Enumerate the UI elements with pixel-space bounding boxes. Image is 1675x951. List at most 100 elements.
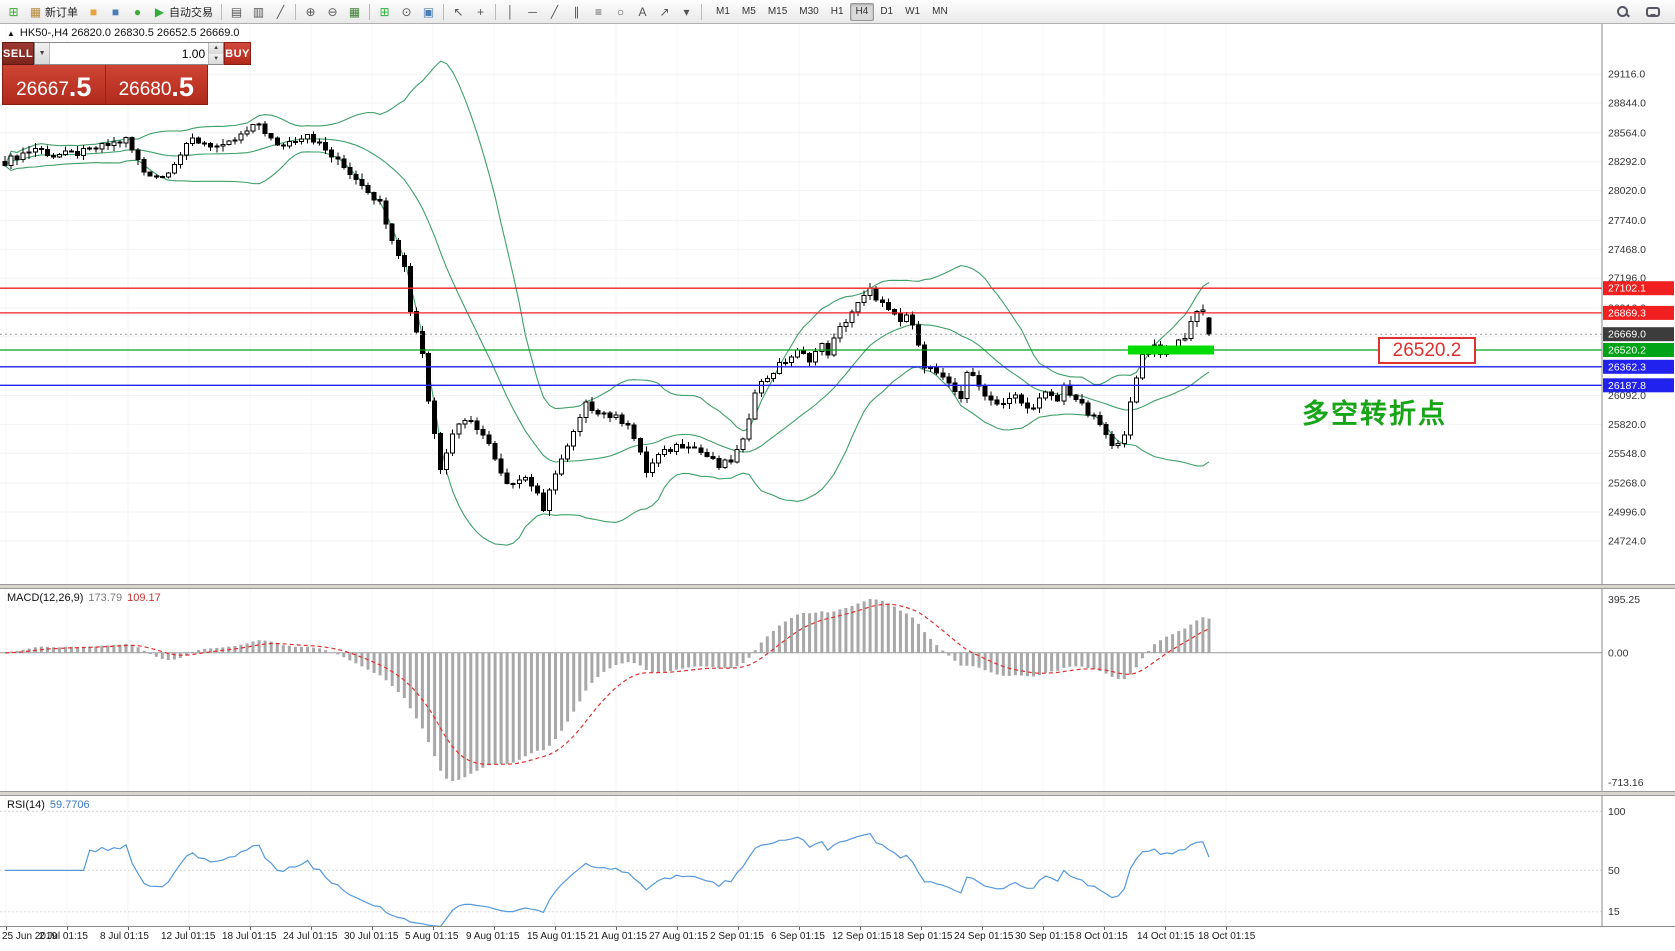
autotrading-button[interactable]: ▶ 自动交易 <box>149 2 217 22</box>
arrows-tool-button[interactable]: ↗ <box>654 2 675 22</box>
candle-chart-mode-button[interactable]: ▥ <box>248 2 269 22</box>
buy-button[interactable]: BUY <box>224 42 251 65</box>
date-label: 2 Sep 01:15 <box>710 931 764 942</box>
vertical-grid <box>5 589 1227 791</box>
cursor-icon: ↖ <box>453 4 464 19</box>
macd-panel[interactable]: 395.25 0.00 -713.16 MACD(12,26,9) 173.79 1… <box>0 589 1675 791</box>
rsi-canvas[interactable]: 100 50 15 <box>0 796 1675 926</box>
zoom-out-button[interactable]: ⊖ <box>322 2 343 22</box>
period-clock-button[interactable]: ⊙ <box>396 2 417 22</box>
timeframe-h1-button[interactable]: H1 <box>830 6 844 17</box>
text-tool-button[interactable]: A <box>632 2 653 22</box>
navigator-button[interactable]: ● <box>127 2 148 22</box>
bar-chart-mode-icon: ▤ <box>230 4 243 19</box>
time-axis[interactable]: 25 Jun 2019 2 Jul 01:15 8 Jul 01:15 12 Jul … <box>0 926 1675 951</box>
crosshair-icon: + <box>476 4 484 19</box>
date-tick <box>1165 927 1166 930</box>
svg-text:24724.0: 24724.0 <box>1608 535 1646 547</box>
chart-ohlc-text: HK50-,H4 26820.0 26830.5 26652.5 26669.0 <box>19 27 240 39</box>
search-button[interactable] <box>1612 2 1634 22</box>
price-flag-label[interactable]: 26520.2 <box>1378 337 1476 364</box>
trendline-button[interactable]: ╱ <box>544 2 565 22</box>
timeframe-m30-button[interactable]: M30 <box>799 6 819 17</box>
macd-canvas[interactable]: 395.25 0.00 -713.16 <box>0 589 1675 791</box>
volume-stepper: ▲ ▼ <box>208 43 224 64</box>
svg-text:28564.0: 28564.0 <box>1608 127 1646 139</box>
date-label: 8 Oct 01:15 <box>1076 931 1128 942</box>
date-label: 25 Jun 2019 <box>2 931 58 942</box>
date-tick <box>738 927 739 930</box>
arrows-tool-icon: ↗ <box>659 4 670 19</box>
date-label: 12 Jul 01:15 <box>161 931 216 942</box>
more-tools-button[interactable]: ▾ <box>676 2 697 22</box>
tile-windows-button[interactable]: ▦ <box>344 2 365 22</box>
autotrading-icon: ▶ <box>154 4 165 19</box>
chart-snapshot-button[interactable]: ▣ <box>418 2 439 22</box>
date-tick <box>799 927 800 930</box>
svg-text:50: 50 <box>1608 865 1620 877</box>
sell-price[interactable]: 26667.5 <box>3 65 106 104</box>
rsi-header: RSI(14) 59.7706 <box>7 799 90 811</box>
profiles-button[interactable]: ■ <box>83 2 104 22</box>
chart-ohlc-header: ▲ HK50-,H4 26820.0 26830.5 26652.5 26669… <box>7 27 240 39</box>
timeframe-m1-button[interactable]: M1 <box>716 6 730 17</box>
timeframe-w1-button[interactable]: W1 <box>905 6 921 17</box>
crosshair-button[interactable]: + <box>470 2 491 22</box>
new-chart-window-button[interactable]: ⊞ <box>374 2 395 22</box>
svg-text:0.00: 0.00 <box>1608 647 1629 659</box>
volume-dropdown-button[interactable]: ▼ <box>35 43 51 64</box>
buy-price[interactable]: 26680.5 <box>106 65 208 104</box>
market-watch-button[interactable]: ■ <box>105 2 126 22</box>
svg-text:29116.0: 29116.0 <box>1608 69 1645 81</box>
timeframe-m5-button[interactable]: M5 <box>741 6 756 17</box>
shapes-button[interactable]: ○ <box>610 2 631 22</box>
line-chart-mode-icon: ╱ <box>276 4 285 19</box>
rsi-panel[interactable]: 100 50 15 RSI(14) 59.7706 <box>0 796 1675 926</box>
main-chart-panel[interactable]: 29116.0 28844.0 28564.0 28292.0 28020.0 27740… <box>0 24 1675 584</box>
bar-chart-mode-button[interactable]: ▤ <box>226 2 247 22</box>
chart-snapshot-icon: ▣ <box>422 4 435 19</box>
vertical-grid <box>5 796 1227 926</box>
level-lines[interactable] <box>0 287 1602 386</box>
toolbar-separator <box>701 3 702 20</box>
svg-text:26520.2: 26520.2 <box>1608 345 1646 357</box>
fibonacci-button[interactable]: ≡ <box>588 2 609 22</box>
zoom-in-button[interactable]: ⊕ <box>300 2 321 22</box>
new-chart-window-icon: ⊞ <box>379 4 390 19</box>
timeframe-mn-button[interactable]: MN <box>932 6 948 17</box>
new-chart-button[interactable]: ⊞ <box>3 2 24 22</box>
svg-text:26092.0: 26092.0 <box>1608 390 1646 402</box>
volume-up-icon[interactable]: ▲ <box>209 43 224 54</box>
svg-text:26669.0: 26669.0 <box>1608 329 1646 341</box>
collapse-arrow-icon[interactable]: ▲ <box>7 28 15 38</box>
new-chart-icon: ⊞ <box>8 4 19 19</box>
svg-text:26869.3: 26869.3 <box>1608 307 1646 319</box>
date-tick <box>128 927 129 930</box>
timeframe-m15-button[interactable]: M15 <box>767 6 788 17</box>
sell-button[interactable]: SELL <box>2 42 35 65</box>
date-tick <box>982 927 983 930</box>
horizontal-line-button[interactable]: ─ <box>522 2 543 22</box>
timeframe-d1-button[interactable]: D1 <box>880 6 894 17</box>
volume-input[interactable] <box>50 43 209 64</box>
vertical-line-button[interactable]: │ <box>500 2 521 22</box>
panel-splitter[interactable] <box>0 584 1675 589</box>
cursor-button[interactable]: ↖ <box>448 2 469 22</box>
main-chart-canvas[interactable]: 29116.0 28844.0 28564.0 28292.0 28020.0 27740… <box>0 24 1675 584</box>
date-tick <box>860 927 861 930</box>
zoom-out-icon: ⊖ <box>327 4 338 19</box>
equidistant-channel-button[interactable]: ∥ <box>566 2 587 22</box>
svg-text:25548.0: 25548.0 <box>1608 448 1646 460</box>
date-label: 9 Aug 01:15 <box>466 931 520 942</box>
svg-text:395.25: 395.25 <box>1608 594 1640 606</box>
date-tick <box>1043 927 1044 930</box>
new-order-button[interactable]: ▦ 新订单 <box>25 2 82 22</box>
date-tick <box>616 927 617 930</box>
panel-splitter[interactable] <box>0 791 1675 796</box>
line-chart-mode-button[interactable]: ╱ <box>270 2 291 22</box>
timeframe-h4-button[interactable]: H4 <box>849 2 875 21</box>
chat-button[interactable] <box>1642 2 1664 22</box>
date-tick <box>1104 927 1105 930</box>
volume-down-icon[interactable]: ▼ <box>209 53 224 64</box>
